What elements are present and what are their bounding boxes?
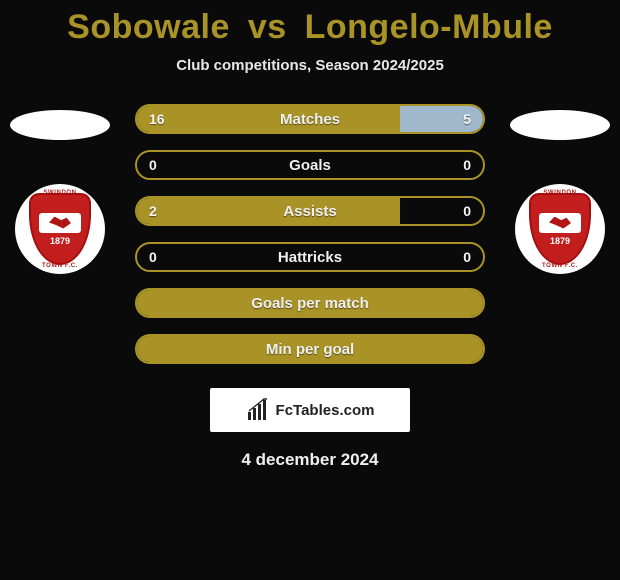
crest-year: 1879 <box>50 236 70 246</box>
player1-crest: SWINDON 1879 TOWN F.C. <box>15 184 105 274</box>
stat-bar: 165Matches <box>135 104 485 134</box>
crest-band <box>539 213 581 233</box>
stat-bar: 00Goals <box>135 150 485 180</box>
player2-flag <box>510 110 610 140</box>
crest-bird-icon <box>49 217 71 229</box>
player2-name: Longelo-Mbule <box>305 8 553 46</box>
player1-flag <box>10 110 110 140</box>
crest-arc-top: SWINDON <box>43 190 76 196</box>
stat-bar: 00Hattricks <box>135 242 485 272</box>
badge-text: FcTables.com <box>276 402 375 419</box>
crest-shield-icon: 1879 <box>529 193 591 265</box>
crest-bird-icon <box>549 217 571 229</box>
player2-column: SWINDON 1879 TOWN F.C. <box>500 104 620 274</box>
date-text: 4 december 2024 <box>0 450 620 470</box>
bar-label: Hattricks <box>137 244 483 270</box>
stat-bar: Min per goal <box>135 334 485 364</box>
bar-label: Matches <box>137 106 483 132</box>
crest-arc-top: SWINDON <box>543 190 576 196</box>
stat-bars: 165Matches 00Goals 20Assists 00Hattricks Goa… <box>135 104 485 380</box>
stat-bar: 20Assists <box>135 196 485 226</box>
player2-crest: SWINDON 1879 TOWN F.C. <box>515 184 605 274</box>
player1-name: Sobowale <box>67 8 230 46</box>
fctables-badge: FcTables.com <box>210 388 410 432</box>
bar-label: Goals <box>137 152 483 178</box>
bar-label: Min per goal <box>137 336 483 362</box>
crest-arc-bot: TOWN F.C. <box>542 263 578 269</box>
chart-icon <box>246 398 270 422</box>
bar-label: Assists <box>137 198 483 224</box>
player1-column: SWINDON 1879 TOWN F.C. <box>0 104 120 274</box>
subtitle: Club competitions, Season 2024/2025 <box>0 57 620 74</box>
crest-arc-bot: TOWN F.C. <box>42 263 78 269</box>
stat-bar: Goals per match <box>135 288 485 318</box>
crest-band <box>39 213 81 233</box>
crest-year: 1879 <box>550 236 570 246</box>
vs-text: vs <box>248 8 287 46</box>
comparison-content: SWINDON 1879 TOWN F.C. SWINDON 1879 TOWN… <box>0 104 620 384</box>
bar-label: Goals per match <box>137 290 483 316</box>
crest-shield-icon: 1879 <box>29 193 91 265</box>
comparison-title: Sobowale vs Longelo-Mbule <box>0 0 620 47</box>
